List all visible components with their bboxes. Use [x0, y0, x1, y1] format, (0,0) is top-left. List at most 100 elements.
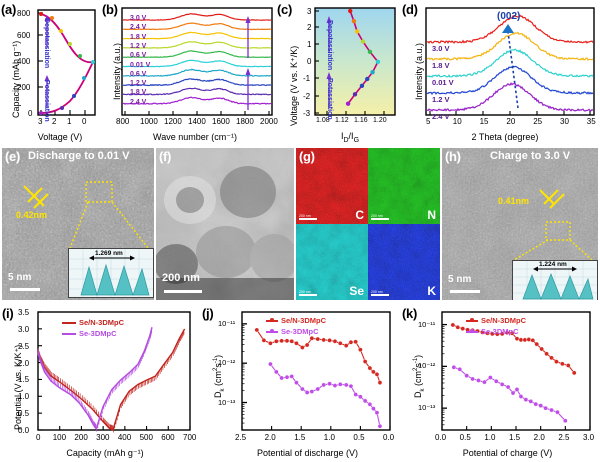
panel-c-ytick-1: 1 [307, 40, 311, 49]
j-xtick-0.5: 0.5 [353, 433, 364, 442]
panel-c-xtick-112: 1.12 [335, 117, 349, 124]
k-point [470, 377, 474, 381]
panel-b-voltage-label-1: 2.4 V [130, 24, 146, 31]
panel-g-map-se: Se 200 nm [296, 224, 368, 300]
panel-d-xtick-20: 20 [506, 117, 515, 126]
k-point [494, 379, 498, 383]
j-point [371, 407, 375, 411]
panel-h: (h) Charge to 3.0 V 0.41nm 1.224 nm 5 nm [442, 148, 598, 300]
k-xtick-0.0: 0.0 [435, 433, 446, 442]
panel-g-scalebar-se [299, 294, 317, 296]
k-xtick-0.5: 0.5 [460, 433, 471, 442]
j-point [349, 384, 353, 388]
figure-canvas: (a) Capacity (mAh g⁻¹) Voltage (V) [0, 0, 600, 462]
k-point [555, 410, 559, 414]
panel-c-point-0 [348, 9, 352, 13]
k-xtick-1.5: 1.5 [509, 433, 520, 442]
panel-g-scalebar-c [299, 218, 317, 220]
panel-d-voltage-label-3: 1.2 V [432, 95, 450, 104]
j-point [300, 387, 304, 391]
j-xtick-1.5: 1.5 [294, 433, 305, 442]
panel-k-label: (k) [402, 306, 417, 321]
k-point [465, 374, 469, 378]
k-point [515, 387, 519, 391]
panel-h-scalebar-label: 5 nm [448, 274, 471, 285]
panel-g-map-n: N 200 nm [368, 148, 440, 224]
panel-d: (d) Intensity (a.u.) 2 Theta (degree) (0… [400, 0, 600, 145]
j-point [280, 339, 284, 343]
panel-i-ytick-0.0: 0.0 [18, 426, 29, 435]
panel-a-ytick-800: 800 [17, 9, 30, 18]
j-point [255, 328, 259, 332]
panel-i-legend-label-1: Se-3DMpC [79, 329, 117, 338]
j-point [368, 402, 372, 406]
k-xtick-1.0: 1.0 [484, 433, 495, 442]
panel-b-voltage-label-2: 1.8 V [130, 34, 146, 41]
panel-c-point-1 [352, 19, 356, 23]
panel-a-xtick-1: 1 [67, 117, 71, 126]
j-xtick-2.0: 2.0 [265, 433, 276, 442]
panel-c: (c) Voltage (V vs. K⁺/K) ID/IG [275, 0, 400, 145]
k-ytick: 10⁻¹² [418, 361, 435, 370]
k-point [482, 380, 486, 384]
j-xtick-1.0: 1.0 [324, 433, 335, 442]
panel-i-xlabel: Capacity (mAh g⁻¹) [30, 448, 180, 459]
j-point [368, 366, 372, 370]
panel-c-xlabel: ID/IG [305, 131, 395, 144]
k-point [511, 391, 515, 395]
panel-c-ylabel: Voltage (V vs. K⁺/K) [289, 46, 300, 126]
panel-d-voltage-label-1: 1.8 V [432, 61, 450, 70]
panel-g-element-label-k: K [427, 284, 436, 298]
panel-i-ytick-1.0: 1.0 [18, 392, 29, 401]
j-point [268, 341, 272, 345]
panel-c-xtick-116: 1.16 [354, 117, 368, 124]
panel-c-ytick-m2: -2 [303, 92, 310, 101]
panel-g-element-label-se: Se [349, 284, 364, 298]
panel-c-ytick-3: 3 [307, 7, 311, 16]
panel-d-ylabel: Intensity (a.u.) [414, 43, 424, 100]
j-xtick-0.0: 0.0 [383, 433, 394, 442]
panel-k: (k) Dk (cm2s-1) Potential of charge (V) … [400, 302, 600, 462]
panel-a-ytick-0: 0 [28, 109, 32, 118]
panel-i-ytick-3.0: 3.0 [18, 325, 29, 334]
panel-e-title: Discharge to 0.01 V [28, 150, 130, 162]
j-point [310, 389, 314, 393]
panel-a-annotation-depotassiation: Depotassiation [43, 18, 50, 68]
panel-b-voltage-label-6: 0.6 V [130, 71, 146, 78]
panel-g-map-k: K 200 nm [368, 224, 440, 300]
panel-h-dspacing: 0.41nm [498, 196, 529, 206]
k-point [560, 362, 564, 366]
j-point [305, 390, 309, 394]
j-point [354, 340, 358, 344]
j-point [333, 383, 337, 387]
panel-j-xlabel: Potential of discharge (V) [230, 448, 385, 458]
panel-i-legend-swatch-1 [62, 333, 76, 335]
panel-c-point-8 [360, 84, 364, 88]
panel-i-ytick-0.5: 0.5 [18, 409, 29, 418]
panel-e-inset-label: 1.269 nm [95, 250, 123, 257]
j-ytick: 10⁻¹¹ [218, 319, 235, 328]
panel-b-voltage-label-8: 1.8 V [130, 89, 146, 96]
j-point [328, 338, 332, 342]
k-point [458, 367, 462, 371]
panel-b-xtick-800: 800 [116, 117, 129, 126]
k-point [476, 378, 480, 382]
panel-e-line-profile-inset: 1.269 nm [68, 248, 154, 298]
panel-a-ytick-400: 400 [17, 57, 30, 66]
panel-i-legend-item-0: Se/N-3DMpC [62, 318, 124, 327]
panel-d-voltage-label-2: 0.01 V [432, 78, 454, 87]
panel-b-ylabel: Intensity (a.u.) [112, 43, 122, 100]
j-ytick: 10⁻¹³ [218, 398, 235, 407]
panel-b-voltage-label-5: 0.01 V [130, 62, 150, 69]
panel-h-title: Charge to 3.0 V [490, 150, 570, 162]
panel-f-label: (f) [159, 149, 171, 164]
panel-g-scalebar-label-k: 200 nm [371, 290, 383, 294]
panel-i-ytick-3.5: 3.5 [18, 308, 29, 317]
k-point [519, 338, 523, 342]
j-point [328, 382, 332, 386]
panel-i-xtick-600: 600 [161, 433, 174, 442]
panel-b: (b) Intensity (a.u.) Wave number (cm⁻¹) … [100, 0, 275, 145]
panel-c-annotation-potassiation: Potassiation [326, 78, 333, 120]
j-point [268, 362, 272, 366]
j-point [305, 343, 309, 347]
